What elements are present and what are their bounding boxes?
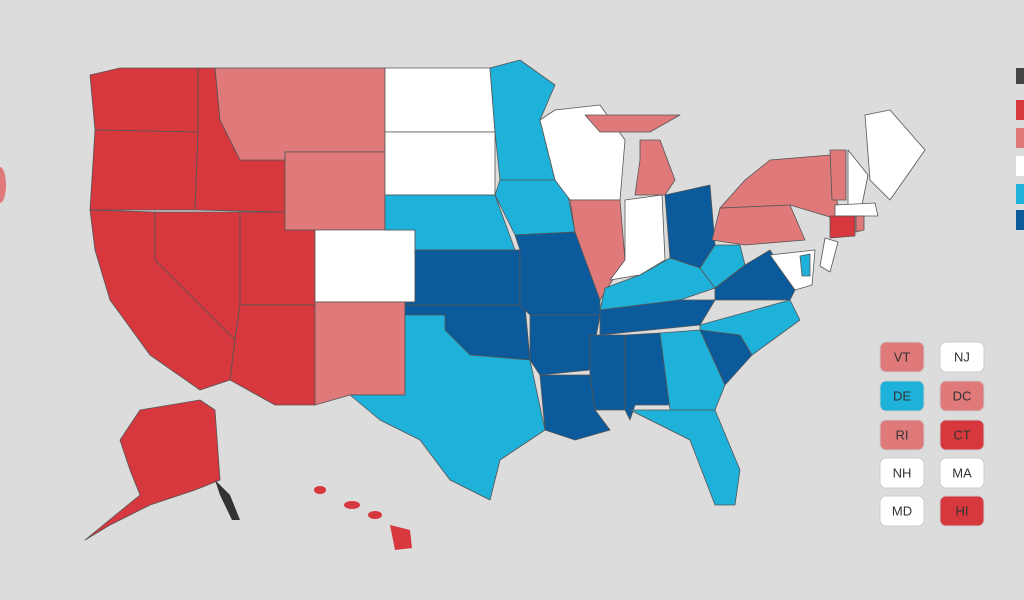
- label-box: [939, 380, 985, 412]
- label-text: RI: [896, 427, 909, 442]
- state: [314, 301, 406, 406]
- state: [404, 249, 521, 306]
- state: [599, 299, 716, 336]
- island: [314, 486, 326, 494]
- state: [864, 109, 926, 201]
- island: [390, 525, 412, 550]
- state: [384, 131, 496, 196]
- label-text: NH: [893, 465, 912, 480]
- state: [829, 215, 856, 239]
- state: [584, 114, 681, 133]
- state: [829, 149, 847, 201]
- label-text: MD: [892, 503, 912, 518]
- legend-swatch: [1016, 100, 1024, 120]
- legend-swatch: [1016, 156, 1024, 176]
- legend-swatch: [1016, 68, 1024, 84]
- label-box: [879, 380, 925, 412]
- label-text: DC: [953, 388, 972, 403]
- state: [349, 314, 546, 501]
- legend-swatch: [1016, 128, 1024, 148]
- state: [284, 151, 386, 231]
- label-text: VT: [894, 349, 911, 364]
- state: [314, 229, 416, 303]
- state: [89, 129, 199, 211]
- state: [89, 67, 199, 133]
- label-text: NJ: [954, 349, 970, 364]
- state: [629, 409, 741, 506]
- state: [569, 199, 626, 301]
- legend-swatch: [1016, 184, 1024, 204]
- state: [834, 202, 879, 217]
- label-text: MA: [952, 465, 972, 480]
- island: [368, 511, 382, 519]
- label-text: DE: [893, 388, 911, 403]
- state: [664, 184, 716, 269]
- state: [214, 67, 386, 161]
- state: [855, 215, 865, 233]
- label-box: [939, 495, 985, 527]
- state: [589, 334, 626, 411]
- state: [529, 314, 601, 376]
- state: [711, 204, 806, 246]
- label-text: CT: [953, 427, 970, 442]
- small-state-labels: VT NJ DE DC RI CT NH MA MD HI: [879, 341, 985, 527]
- label-box: [939, 457, 985, 489]
- label-box: [879, 341, 925, 373]
- state: [819, 237, 839, 273]
- label-box: [879, 495, 925, 527]
- edge-mark: [0, 167, 6, 203]
- state: [384, 67, 496, 133]
- label-box: [879, 457, 925, 489]
- label-box: [939, 419, 985, 451]
- us-states: [84, 59, 926, 550]
- state: [699, 244, 746, 289]
- legend-edge: [0, 68, 1024, 230]
- state: [799, 253, 811, 277]
- state: [84, 399, 221, 541]
- island: [344, 501, 360, 509]
- state-outline: [215, 480, 240, 520]
- label-box: [879, 419, 925, 451]
- label-box: [939, 341, 985, 373]
- legend-swatch: [1016, 210, 1024, 230]
- label-text: HI: [956, 503, 969, 518]
